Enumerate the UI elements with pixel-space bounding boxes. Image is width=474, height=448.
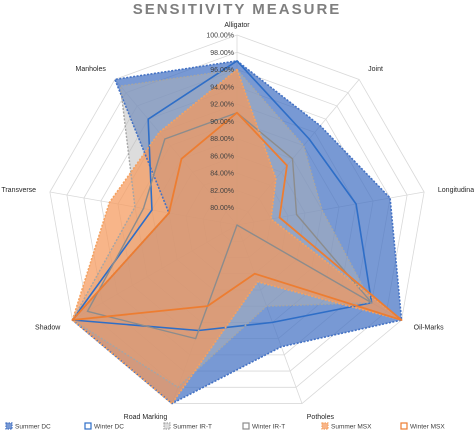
r-tick-label: 82.00% bbox=[210, 188, 234, 195]
r-tick-label: 96.00% bbox=[210, 67, 234, 74]
legend-item-summer-ir-t[interactable]: Summer IR-T bbox=[163, 422, 212, 431]
series-lines bbox=[71, 60, 403, 405]
category-label-transverse: Transverse bbox=[1, 187, 36, 194]
radial-tick-labels: 80.00% 82.00% 84.00% 86.00% 88.00% 90.00% 92.0… bbox=[206, 33, 234, 213]
legend-item-winter-dc-label: Winter DC bbox=[94, 424, 124, 431]
grid-ring bbox=[66, 51, 408, 388]
legend-item-winter-msx[interactable]: Winter MSX bbox=[400, 422, 445, 431]
r-tick-label: 84.00% bbox=[210, 171, 234, 178]
chart-title: SENSITIVITY MEASURE bbox=[133, 1, 342, 18]
legend-item-summer-msx[interactable]: Summer MSX bbox=[321, 422, 372, 431]
legend-item-winter-msx-swatch bbox=[400, 422, 408, 430]
category-label-manholes: Manholes bbox=[76, 66, 107, 73]
r-tick-label: 92.00% bbox=[210, 102, 234, 109]
category-label-joint: Joint bbox=[368, 66, 383, 73]
legend-item-summer-dc[interactable]: Summer DC bbox=[5, 422, 51, 431]
category-label-road-marking: Road Marking bbox=[124, 414, 168, 421]
category-label-oil-marks: Oil-Marks bbox=[414, 325, 444, 332]
legend-item-winter-ir-t-swatch bbox=[242, 422, 250, 430]
r-tick-label: 90.00% bbox=[210, 119, 234, 126]
series-summer-msx-line bbox=[71, 68, 403, 405]
legend-item-summer-msx-label: Summer MSX bbox=[331, 424, 372, 431]
r-tick-label: 86.00% bbox=[210, 153, 234, 160]
grid-ring bbox=[83, 69, 391, 372]
legend-item-winter-dc[interactable]: Winter DC bbox=[84, 422, 124, 431]
legend-item-winter-ir-t-label: Winter IR-T bbox=[252, 424, 285, 431]
series-summer-msx-area bbox=[72, 69, 402, 404]
legend-item-winter-ir-t[interactable]: Winter IR-T bbox=[242, 422, 285, 431]
legend-item-summer-dc-swatch bbox=[5, 422, 13, 430]
legend-item-winter-msx-label: Winter MSX bbox=[410, 424, 445, 431]
r-tick-label: 94.00% bbox=[210, 84, 234, 91]
series-fills bbox=[72, 60, 402, 404]
legend-item-summer-ir-t-swatch bbox=[163, 422, 171, 430]
category-label-shadow: Shadow bbox=[35, 325, 61, 332]
legend-item-winter-dc-swatch bbox=[84, 422, 92, 430]
category-labels: Alligator Joint Longitudinal Oil-Marks Potho… bbox=[1, 22, 474, 421]
category-label-potholes: Potholes bbox=[307, 414, 335, 421]
series-winter-dc-line bbox=[71, 60, 373, 332]
series-summer-dc-line bbox=[71, 60, 403, 405]
r-tick-label: 88.00% bbox=[210, 136, 234, 143]
category-label-alligator: Alligator bbox=[224, 22, 250, 29]
legend-item-summer-msx-swatch bbox=[321, 422, 329, 430]
series-summer-ir-t-line bbox=[71, 68, 373, 389]
grid-ring bbox=[49, 34, 425, 404]
r-tick-label: 98.00% bbox=[210, 50, 234, 57]
r-tick-label: 80.00% bbox=[210, 205, 234, 212]
legend-item-summer-dc-label: Summer DC bbox=[15, 424, 51, 431]
series-winter-ir-t-line bbox=[86, 112, 373, 340]
legend-item-summer-ir-t-label: Summer IR-T bbox=[173, 424, 212, 431]
r-tick-label: 100.00% bbox=[206, 33, 234, 40]
series-winter-msx-line bbox=[71, 111, 403, 321]
category-label-longitudinal: Longitudinal bbox=[438, 187, 474, 194]
legend: Summer DC Winter DC Summer IR-T Winter IR-T… bbox=[5, 422, 445, 431]
